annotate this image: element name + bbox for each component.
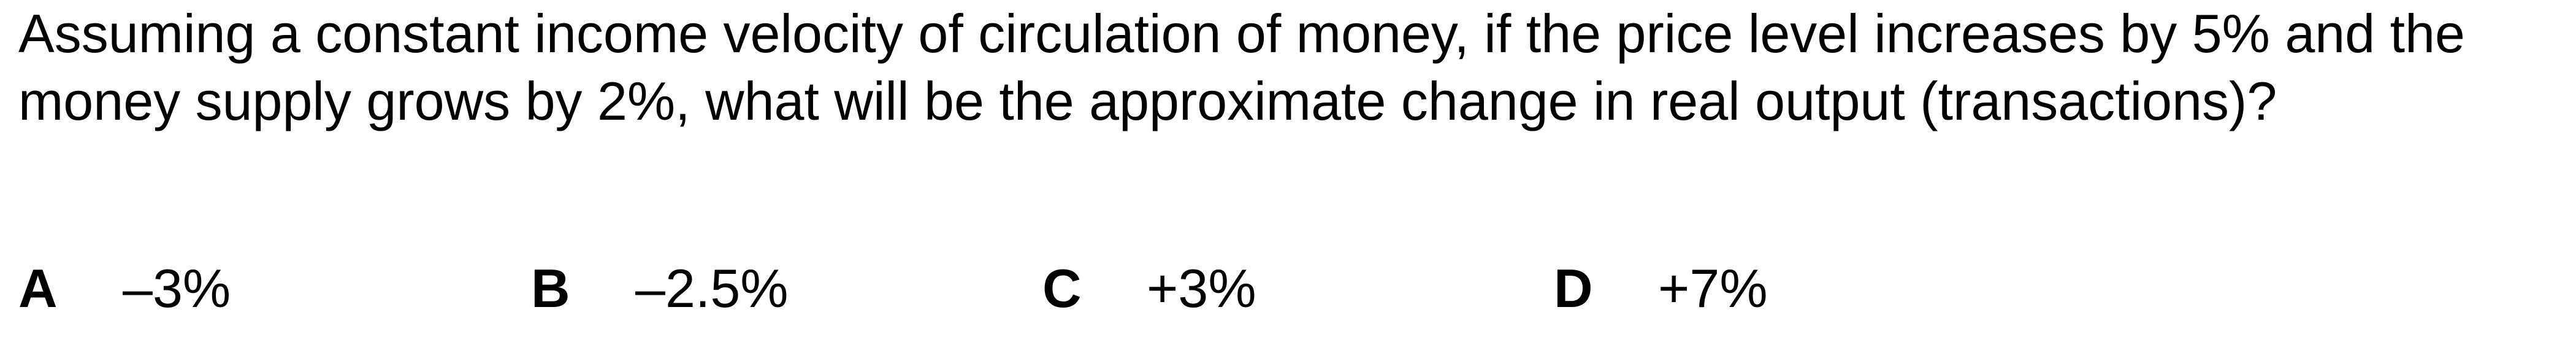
option-d-letter: D	[1554, 258, 1593, 319]
option-c-text: +3%	[1147, 258, 1256, 319]
option-d[interactable]: D +7%	[1554, 252, 1768, 325]
option-b-text: –2.5%	[635, 258, 789, 319]
option-d-text: +7%	[1658, 258, 1768, 319]
answer-options: A –3% B –2.5% C +3% D +7%	[18, 252, 2532, 325]
option-a-text: –3%	[123, 258, 231, 319]
option-b[interactable]: B –2.5%	[531, 252, 789, 325]
question-text: Assuming a constant income velocity of c…	[18, 3, 2465, 131]
option-a[interactable]: A –3%	[18, 252, 231, 325]
option-a-letter: A	[18, 258, 58, 319]
option-b-letter: B	[531, 258, 570, 319]
option-c[interactable]: C +3%	[1042, 252, 1256, 325]
option-c-letter: C	[1042, 258, 1082, 319]
